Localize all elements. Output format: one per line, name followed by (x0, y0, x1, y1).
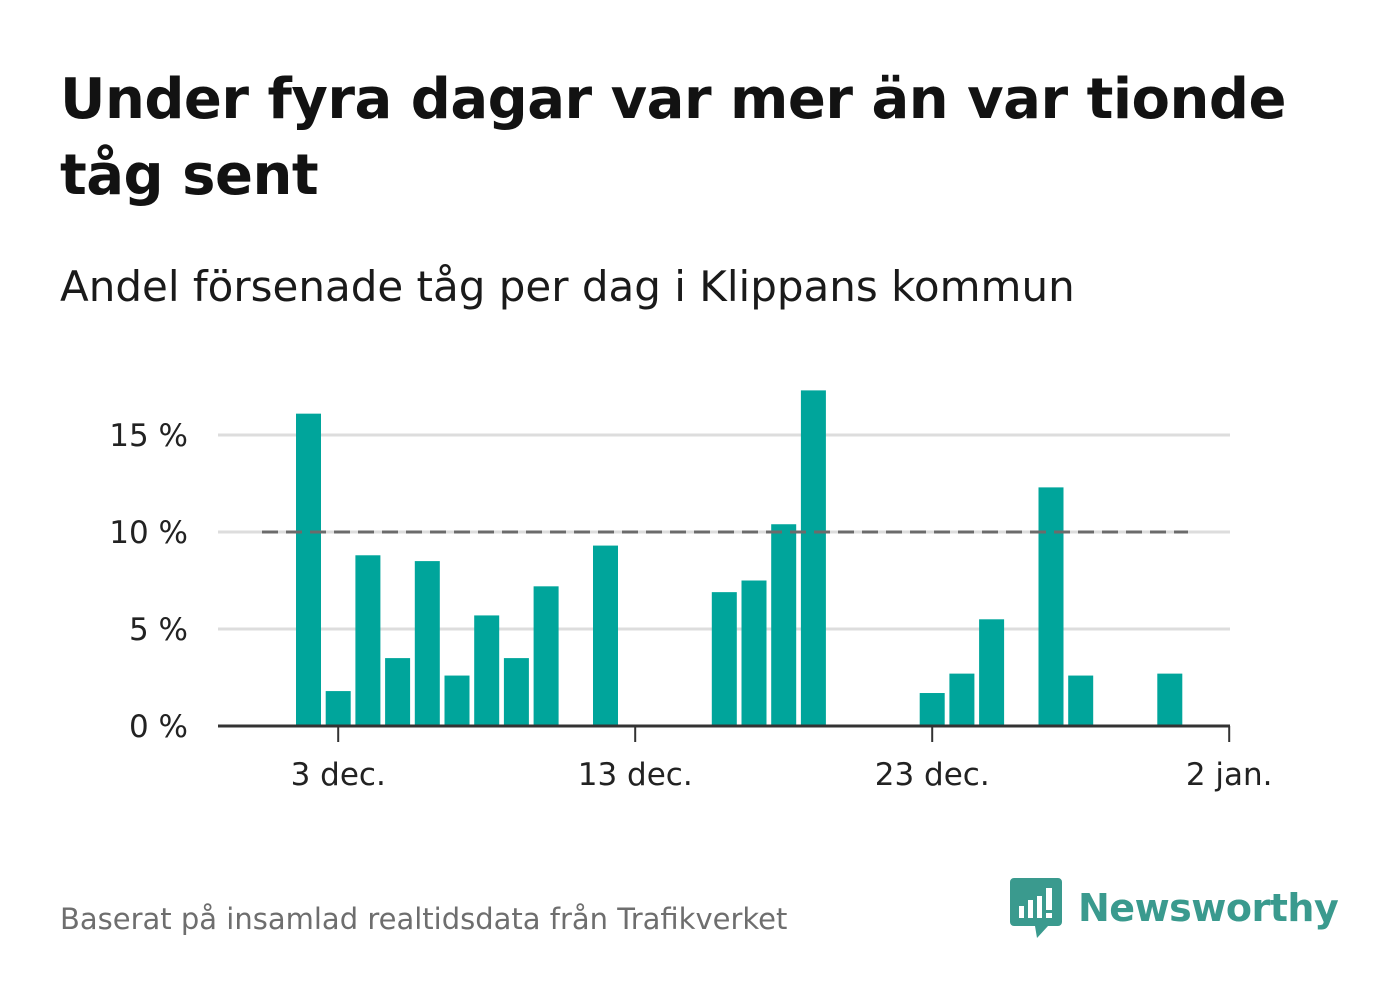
bar-chart: 0 % 5 % 10 % 15 % 3 dec. 13 dec. 23 dec. 2 jan. (109, 390, 1273, 793)
bar (771, 524, 797, 726)
bar (503, 658, 529, 726)
y-tick-label: 5 % (129, 612, 188, 648)
x-tick-label: 23 dec. (875, 757, 990, 793)
bar (355, 555, 381, 726)
bar (385, 658, 411, 726)
bar (296, 413, 321, 726)
y-tick-label: 15 % (109, 418, 188, 454)
brand-name: Newsworthy (1078, 886, 1339, 930)
bar (919, 693, 945, 726)
bar (1068, 675, 1094, 726)
brand: Newsworthy (1010, 876, 1339, 940)
x-tick-label: 13 dec. (578, 757, 693, 793)
x-tick-label: 2 jan. (1186, 757, 1273, 793)
bar (1157, 673, 1183, 726)
bar (414, 561, 440, 726)
chart-subtitle: Andel försenade tåg per dag i Klippans k… (60, 262, 1075, 311)
bar (949, 673, 975, 726)
bar (741, 580, 767, 726)
bar (800, 390, 826, 726)
bar (979, 619, 1005, 726)
bar (1038, 487, 1064, 726)
y-tick-label: 10 % (109, 515, 188, 551)
chart-title: Under fyra dagar var mer än var tionde t… (60, 67, 1286, 208)
source-note: Baserat på insamlad realtidsdata från Tr… (60, 902, 788, 936)
bar (533, 586, 559, 726)
bar (711, 592, 737, 726)
bar (325, 691, 351, 726)
x-tick-label: 3 dec. (291, 757, 386, 793)
bar (444, 675, 470, 726)
newsworthy-logo-icon (1010, 878, 1062, 938)
y-tick-label: 0 % (129, 709, 188, 745)
bar (474, 615, 500, 726)
bar (593, 545, 618, 726)
